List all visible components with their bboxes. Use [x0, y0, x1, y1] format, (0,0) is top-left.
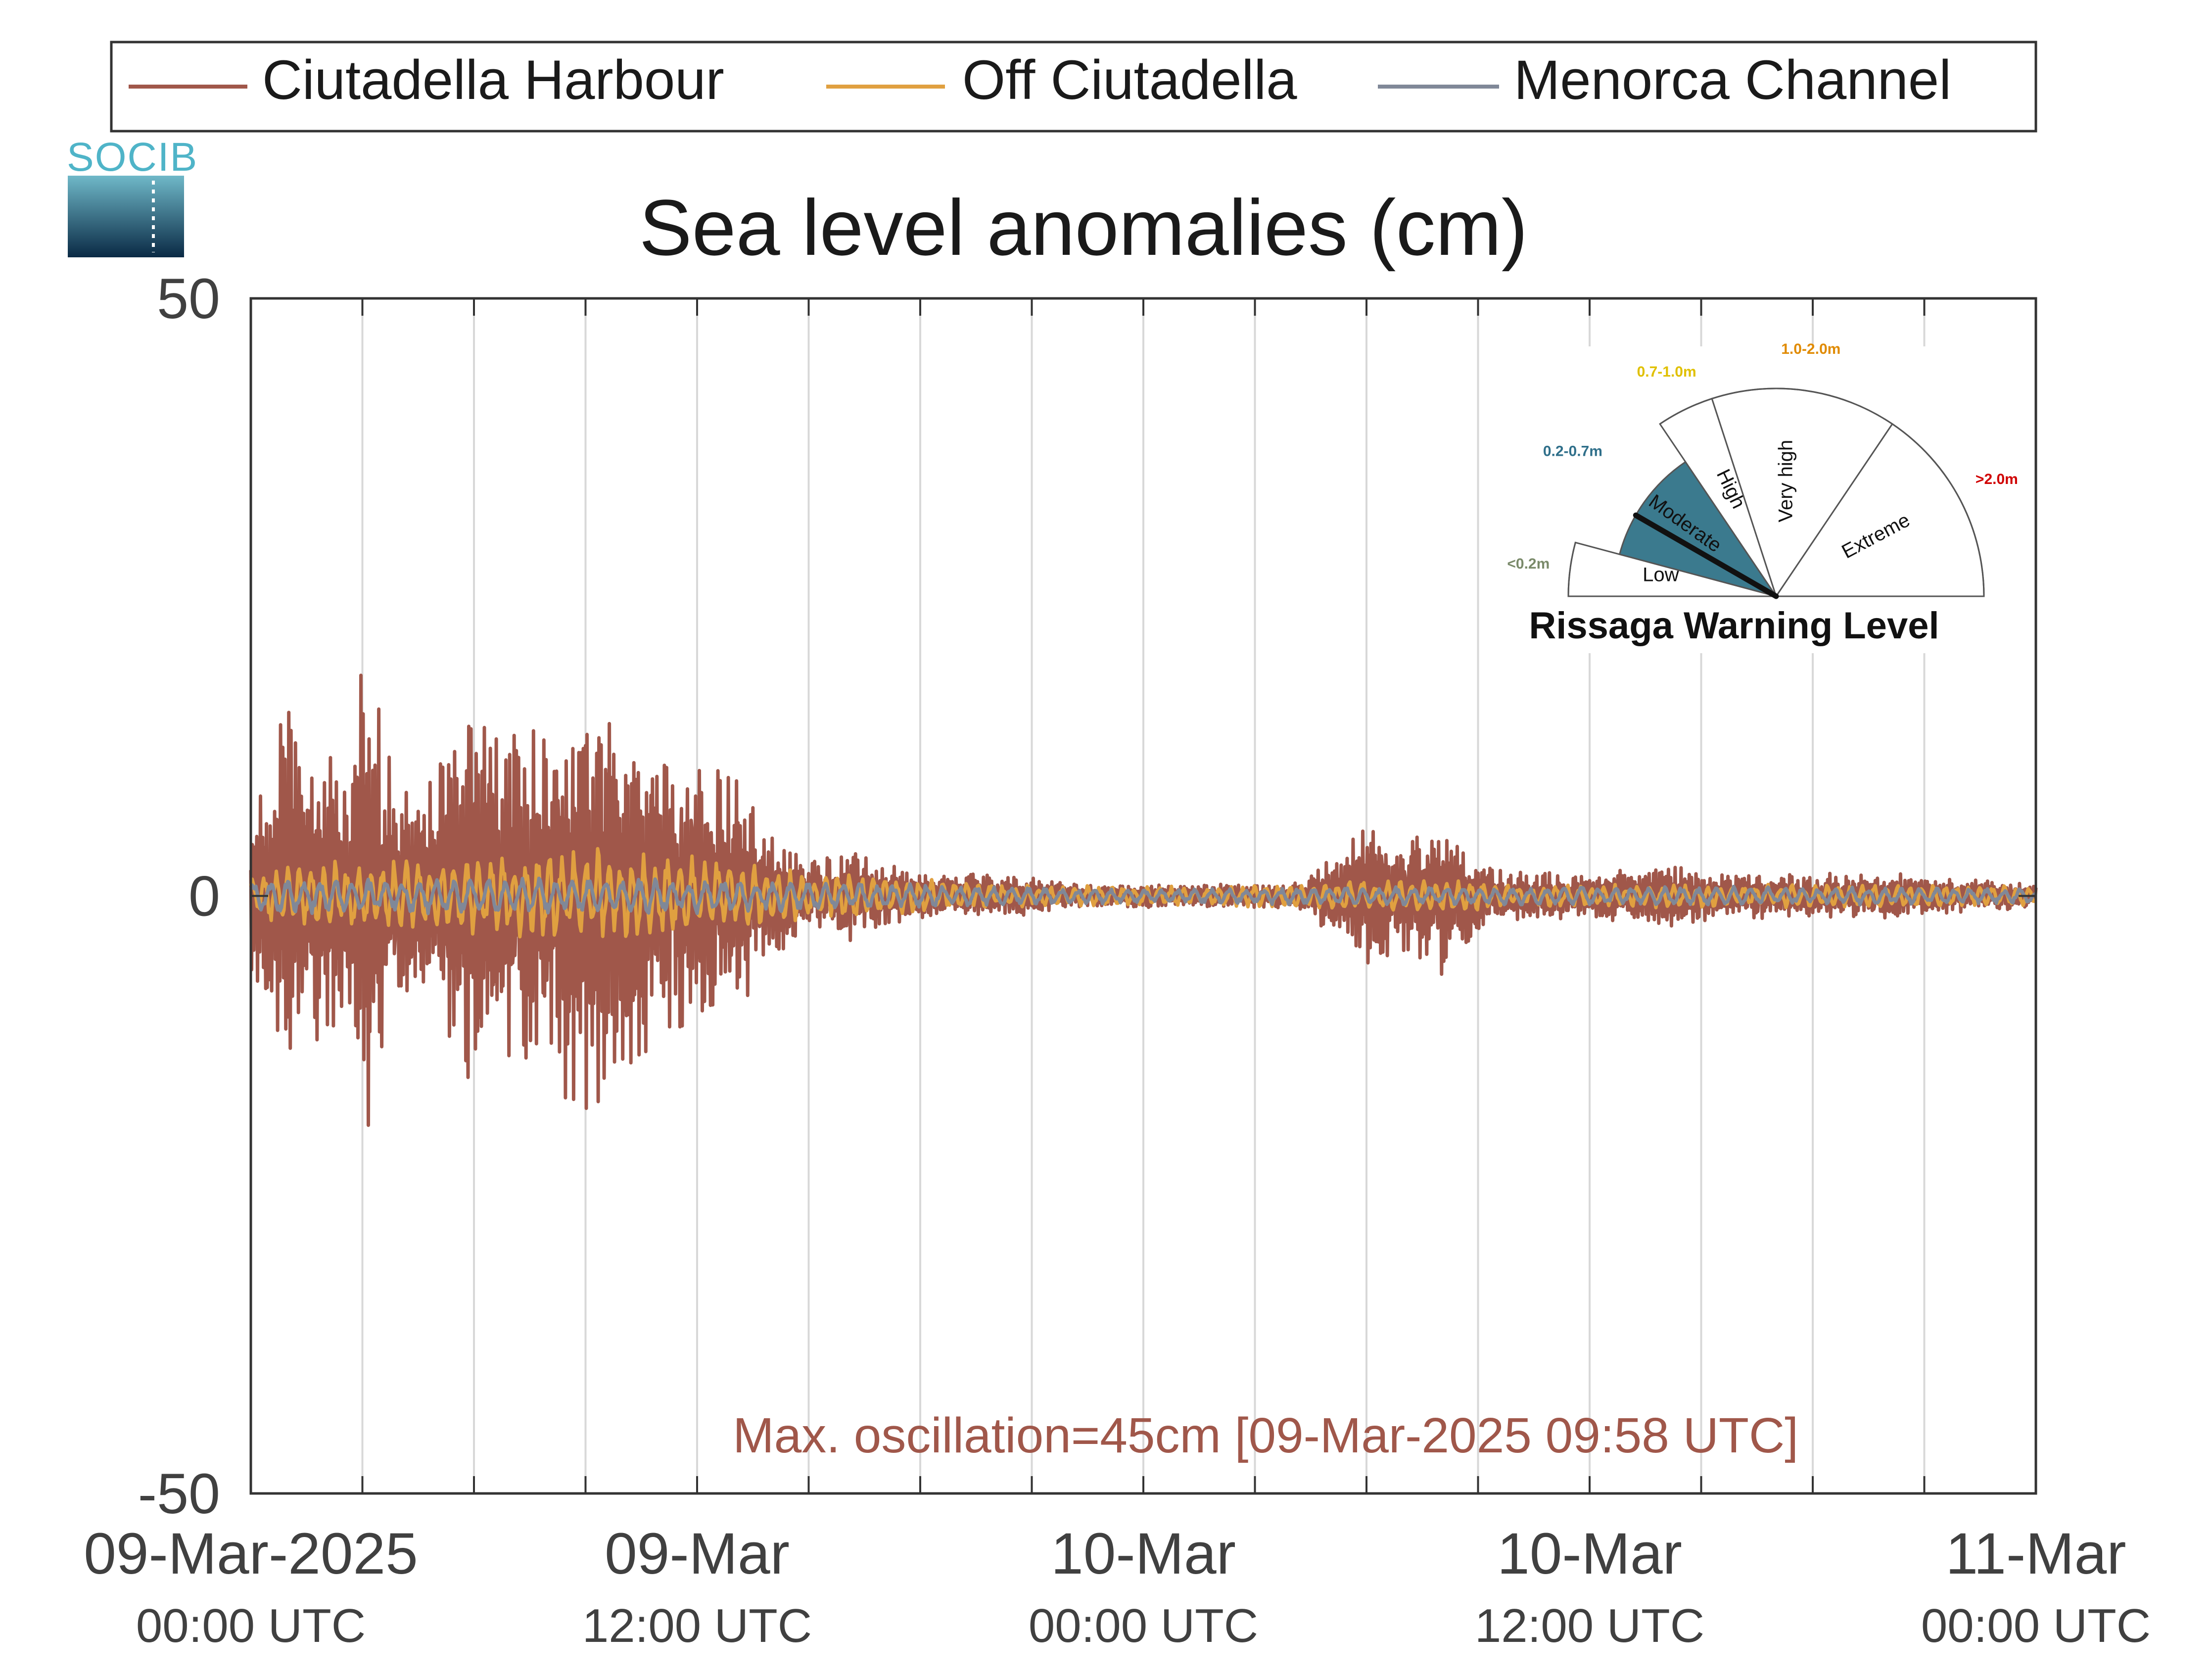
gauge-range-label: <0.2m	[1507, 556, 1550, 572]
x-tick-label-date: 11-Mar	[1945, 1521, 2126, 1586]
legend-label-off-ciutadella: Off Ciutadella	[962, 49, 1297, 111]
series-line-off-ciutadella	[249, 847, 2037, 939]
socib-logo-text: SOCIB	[67, 135, 198, 180]
legend-box	[110, 41, 2037, 133]
x-tick-label-time: 12:00 UTC	[1475, 1599, 1704, 1652]
x-tick-labels: 09-Mar-2025 00:00 UTC 09-Mar 12:00 UTC 10-Ma…	[84, 1521, 2151, 1652]
x-tick-label-time: 12:00 UTC	[582, 1599, 812, 1652]
gauge-title: Rissaga Warning Level	[1529, 605, 1939, 647]
y-tick-labels: -50 0 50	[138, 267, 220, 1526]
max-oscillation-annotation: Max. oscillation=45cm [09-Mar-2025 09:58…	[733, 1408, 1798, 1463]
gauge-sector-label: Very high	[1775, 440, 1797, 523]
y-tick-label: 50	[157, 267, 220, 331]
x-tick-label-date: 10-Mar	[1051, 1521, 1236, 1586]
x-tick-label-time: 00:00 UTC	[1029, 1599, 1258, 1652]
gauge-sector-moderate	[1618, 461, 1778, 598]
series-line-menorca-channel	[249, 876, 2037, 915]
legend-label-ciutadella-harbour: Ciutadella Harbour	[262, 49, 724, 111]
x-tick-label-time: 00:00 UTC	[1921, 1599, 2151, 1652]
gauge-sectors: Low<0.2mModerate0.2-0.7mHigh0.7-1.0mVery…	[1507, 341, 2018, 599]
socib-logo-wave	[68, 176, 184, 257]
x-tick-label-date: 09-Mar	[605, 1521, 790, 1586]
legend: Ciutadella Harbour Off Ciutadella Menorc…	[110, 41, 2037, 133]
tick-marks	[251, 297, 2036, 1494]
y-tick-label: -50	[138, 1462, 220, 1526]
gauge-range-label: 0.2-0.7m	[1543, 443, 1602, 460]
gauge-range-label: 1.0-2.0m	[1781, 341, 1840, 357]
socib-logo: SOCIB	[67, 135, 198, 257]
series-line-ciutadella-harbour	[249, 673, 2038, 1127]
gauge-range-label: >2.0m	[1976, 471, 2018, 487]
series-layer	[249, 673, 2038, 1127]
x-tick-label-date: 10-Mar	[1497, 1521, 1682, 1586]
legend-label-menorca-channel: Menorca Channel	[1514, 49, 1951, 111]
x-tick-label-date: 09-Mar-2025	[84, 1521, 418, 1586]
chart-title: Sea level anomalies (cm)	[639, 183, 1528, 272]
y-tick-label: 0	[188, 865, 220, 928]
x-tick-label-time: 00:00 UTC	[136, 1599, 366, 1652]
gauge-range-label: 0.7-1.0m	[1637, 364, 1696, 380]
gauge-needle	[1633, 512, 1779, 599]
rissaga-warning-gauge: Low<0.2mModerate0.2-0.7mHigh0.7-1.0mVery…	[1489, 341, 2018, 653]
